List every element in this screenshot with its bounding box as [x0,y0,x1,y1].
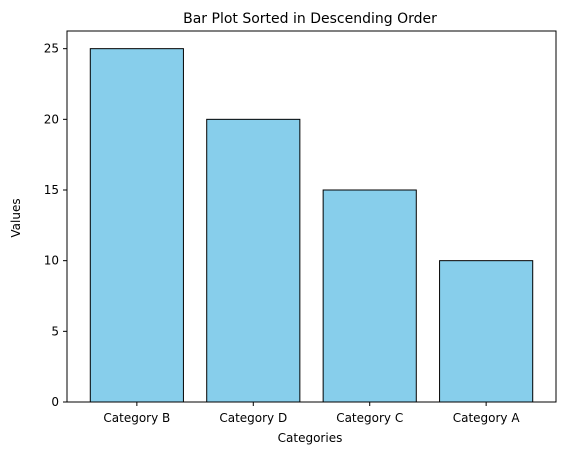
chart-title: Bar Plot Sorted in Descending Order [183,11,437,27]
y-tick-label: 25 [44,42,59,56]
bar-category-d [206,118,301,403]
x-tick-label: Category D [219,411,287,425]
bars-group [89,48,534,403]
x-ticks-group: Category B Category D Category C Category A [103,402,520,425]
x-tick-label: Category B [103,411,170,425]
plot-area-frame [66,30,557,403]
bar-category-b [89,48,184,403]
y-ticks-group: 0 5 10 15 20 25 [44,42,67,409]
x-axis-label: Categories [278,431,343,445]
bar-category-a [439,260,534,403]
y-axis-label: Values [9,198,23,237]
y-tick-label: 10 [44,254,59,268]
y-tick-label: 5 [51,324,59,338]
x-tick-label: Category C [336,411,403,425]
x-tick-label: Category A [453,411,521,425]
bar-category-c [322,189,417,403]
y-tick-label: 0 [51,395,59,409]
y-tick-label: 20 [44,112,59,126]
y-tick-label: 15 [44,183,59,197]
